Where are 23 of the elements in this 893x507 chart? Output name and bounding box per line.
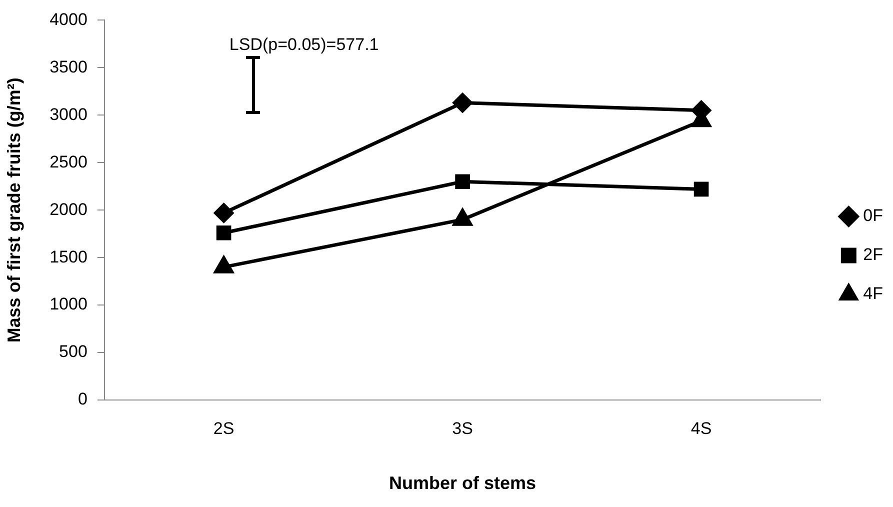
point bbox=[694, 182, 709, 197]
annotation: LSD(p=0.05)=577.1 bbox=[229, 34, 379, 54]
y-tick-label: 2000 bbox=[50, 200, 88, 219]
point bbox=[216, 225, 232, 240]
x-tick-label: 3S bbox=[452, 418, 473, 438]
y-tick-label: 4000 bbox=[50, 10, 88, 29]
y-axis-title: Mass of first grade fruits (g/m²) bbox=[4, 78, 24, 343]
y-tick-label: 1000 bbox=[50, 294, 88, 314]
x-tick-label: 2S bbox=[213, 418, 234, 438]
legend-label: 0F bbox=[863, 206, 884, 226]
y-tick-label: 3500 bbox=[50, 57, 88, 76]
point bbox=[455, 174, 470, 190]
point bbox=[452, 93, 472, 113]
y-tick-label: 2500 bbox=[50, 152, 88, 172]
y-tick-label: 500 bbox=[59, 342, 88, 362]
x-axis-title: Number of stems bbox=[389, 473, 536, 494]
x-tick-label: 4S bbox=[690, 418, 712, 438]
legend-label: 4F bbox=[863, 284, 884, 304]
y-tick-label: 3000 bbox=[50, 104, 88, 124]
legend-label: 2F bbox=[863, 245, 884, 264]
y-tick-label: 0 bbox=[78, 390, 88, 409]
y-tick-label: 1500 bbox=[50, 247, 88, 266]
point bbox=[214, 203, 234, 223]
